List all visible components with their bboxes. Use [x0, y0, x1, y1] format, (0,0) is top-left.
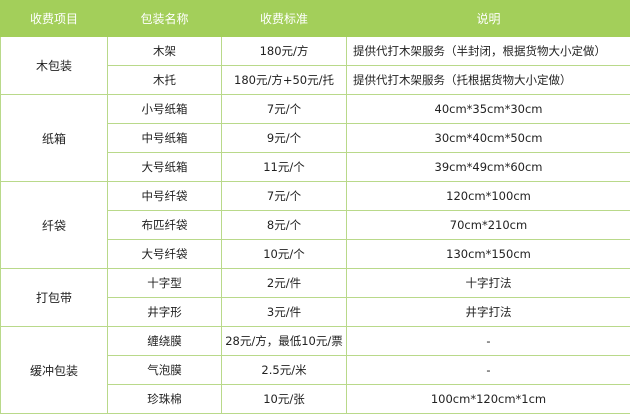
category-cell: 纸箱 [1, 95, 108, 182]
price-cell: 11元/个 [222, 153, 347, 182]
category-cell: 打包带 [1, 269, 108, 327]
package-name-cell: 气泡膜 [108, 356, 222, 385]
price-cell: 7元/个 [222, 182, 347, 211]
note-cell: 30cm*40cm*50cm [347, 124, 630, 153]
header-category: 收费项目 [1, 1, 108, 37]
price-cell: 28元/方，最低10元/票 [222, 327, 347, 356]
category-cell: 木包装 [1, 37, 108, 95]
price-cell: 10元/个 [222, 240, 347, 269]
note-cell: 提供代打木架服务（托根据货物大小定做） [347, 66, 630, 95]
price-cell: 2.5元/米 [222, 356, 347, 385]
price-cell: 8元/个 [222, 211, 347, 240]
package-name-cell: 木架 [108, 37, 222, 66]
package-name-cell: 井字形 [108, 298, 222, 327]
package-name-cell: 缠绕膜 [108, 327, 222, 356]
price-cell: 10元/张 [222, 385, 347, 414]
table-header-row: 收费项目 包装名称 收费标准 说明 [1, 1, 630, 37]
note-cell: 100cm*120cm*1cm [347, 385, 630, 414]
note-cell: 70cm*210cm [347, 211, 630, 240]
note-cell: 40cm*35cm*30cm [347, 95, 630, 124]
note-cell: 十字打法 [347, 269, 630, 298]
category-cell: 缓冲包装 [1, 327, 108, 414]
package-name-cell: 大号纤袋 [108, 240, 222, 269]
package-name-cell: 小号纸箱 [108, 95, 222, 124]
package-name-cell: 中号纸箱 [108, 124, 222, 153]
package-name-cell: 布匹纤袋 [108, 211, 222, 240]
package-name-cell: 中号纤袋 [108, 182, 222, 211]
note-cell: - [347, 356, 630, 385]
header-package-name: 包装名称 [108, 1, 222, 37]
header-price: 收费标准 [222, 1, 347, 37]
header-note: 说明 [347, 1, 630, 37]
price-cell: 9元/个 [222, 124, 347, 153]
note-cell: 120cm*100cm [347, 182, 630, 211]
price-cell: 7元/个 [222, 95, 347, 124]
category-cell: 纤袋 [1, 182, 108, 269]
note-cell: 井字打法 [347, 298, 630, 327]
price-cell: 180元/方 [222, 37, 347, 66]
package-name-cell: 十字型 [108, 269, 222, 298]
price-cell: 2元/件 [222, 269, 347, 298]
price-cell: 3元/件 [222, 298, 347, 327]
package-name-cell: 木托 [108, 66, 222, 95]
note-cell: 130cm*150cm [347, 240, 630, 269]
package-name-cell: 大号纸箱 [108, 153, 222, 182]
note-cell: 提供代打木架服务（半封闭，根据货物大小定做） [347, 37, 630, 66]
package-name-cell: 珍珠棉 [108, 385, 222, 414]
note-cell: - [347, 327, 630, 356]
note-cell: 39cm*49cm*60cm [347, 153, 630, 182]
price-cell: 180元/方+50元/托 [222, 66, 347, 95]
